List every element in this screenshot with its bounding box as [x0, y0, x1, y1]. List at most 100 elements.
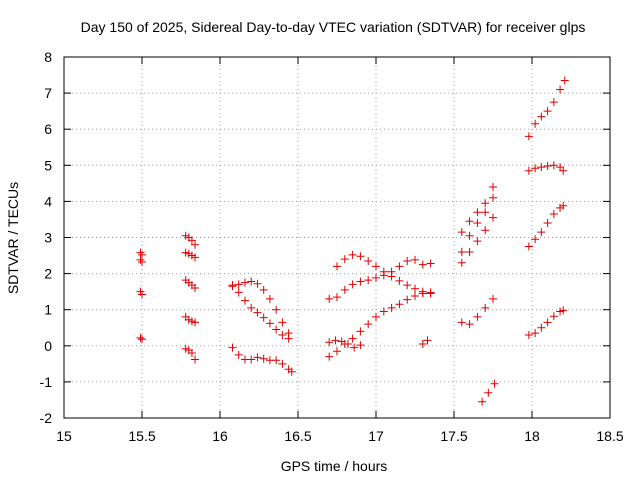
data-point: [411, 255, 419, 264]
data-point: [489, 294, 497, 303]
data-point: [234, 288, 243, 297]
y-tick-label: -1: [40, 374, 53, 390]
data-point: [537, 323, 546, 332]
series-arc12: [228, 343, 296, 376]
data-point: [559, 166, 568, 175]
data-point: [549, 98, 558, 107]
data-point: [138, 250, 146, 259]
data-point: [537, 163, 546, 172]
series-arc25: [524, 201, 568, 251]
chart-title: Day 150 of 2025, Sidereal Day-to-day VTE…: [81, 19, 586, 35]
data-point: [549, 210, 558, 219]
data-point: [228, 343, 237, 352]
data-point: [418, 260, 427, 269]
data-point: [240, 278, 249, 287]
data-point: [473, 312, 482, 321]
data-point: [372, 262, 380, 271]
data-point: [387, 272, 396, 281]
data-point: [457, 258, 466, 267]
data-point: [136, 333, 145, 342]
data-point: [387, 303, 396, 312]
data-point: [465, 231, 474, 240]
data-point: [364, 256, 373, 265]
data-point: [524, 330, 533, 339]
data-point: [340, 255, 349, 264]
data-point: [284, 329, 293, 338]
data-point: [272, 305, 281, 314]
data-point: [465, 320, 474, 329]
data-point: [465, 247, 474, 256]
data-point: [187, 236, 196, 245]
data-point: [259, 285, 268, 294]
data-point: [543, 318, 552, 327]
data-point: [325, 352, 334, 361]
series-arc09: [181, 344, 200, 364]
series-arc19: [457, 193, 497, 256]
x-tick-label: 17: [368, 428, 384, 444]
data-point: [543, 219, 552, 228]
series-arc03: [136, 287, 146, 299]
y-tick-label: 3: [44, 230, 52, 246]
data-point: [356, 327, 365, 336]
data-point: [549, 161, 558, 170]
data-point: [481, 208, 490, 217]
data-point: [325, 294, 334, 303]
data-point: [333, 293, 341, 302]
series-arc13: [325, 255, 435, 303]
data-point: [531, 119, 540, 128]
data-point: [481, 199, 490, 208]
series-arc08: [181, 312, 200, 327]
data-point: [489, 182, 497, 191]
axis-ticks: [63, 56, 611, 419]
series-arc14: [333, 250, 435, 298]
y-tick-label: 2: [44, 266, 52, 282]
data-point: [481, 303, 490, 312]
series-arc17: [418, 336, 432, 348]
series-arc01: [136, 248, 146, 259]
y-tick-label: 5: [44, 157, 52, 173]
data-point: [418, 339, 427, 348]
data-points: [136, 76, 569, 406]
data-point: [473, 237, 482, 246]
grid-lines: [64, 57, 610, 418]
data-point: [457, 228, 466, 237]
series-arc15: [325, 288, 435, 361]
x-axis-label: GPS time / hours: [281, 458, 388, 474]
y-tick-label: 0: [44, 338, 52, 354]
data-point: [265, 319, 274, 328]
data-point: [247, 303, 256, 312]
data-point: [253, 353, 262, 362]
data-point: [287, 367, 296, 376]
data-point: [348, 250, 357, 259]
data-point: [343, 339, 352, 348]
data-point: [543, 162, 552, 171]
data-point: [191, 253, 200, 262]
data-point: [478, 397, 487, 406]
data-point: [457, 247, 466, 256]
data-point: [426, 288, 435, 297]
data-point: [559, 306, 568, 315]
data-point: [331, 336, 340, 345]
data-point: [403, 281, 412, 290]
data-point: [411, 291, 419, 300]
data-point: [265, 294, 274, 303]
x-tick-label: 18: [524, 428, 540, 444]
data-point: [333, 347, 341, 356]
data-point: [340, 285, 349, 294]
series-arc26: [524, 306, 568, 339]
data-point: [356, 252, 365, 261]
data-point: [191, 284, 200, 293]
y-axis-label: SDTVAR / TECUs: [5, 182, 21, 294]
x-tick-label: 16.5: [284, 428, 311, 444]
data-point: [537, 228, 546, 237]
data-point: [364, 320, 373, 329]
data-point: [278, 359, 287, 368]
data-point: [379, 307, 388, 316]
series-arc06: [181, 248, 200, 262]
data-point: [524, 166, 533, 175]
data-point: [556, 85, 565, 94]
data-point: [138, 290, 146, 299]
data-point: [364, 276, 373, 285]
data-point: [372, 312, 380, 321]
